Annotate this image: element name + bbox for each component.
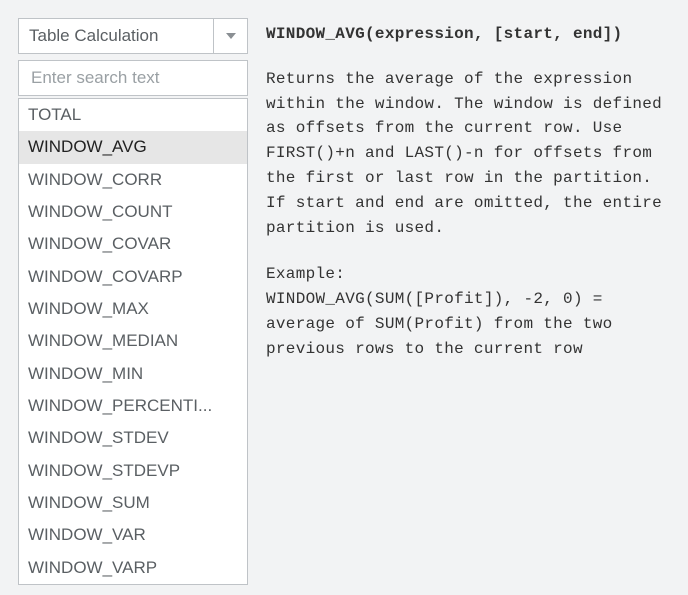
search-input[interactable] xyxy=(29,67,237,89)
function-description: Returns the average of the expression wi… xyxy=(266,67,670,241)
function-item[interactable]: WINDOW_MEDIAN xyxy=(19,325,247,357)
category-dropdown-label: Table Calculation xyxy=(19,19,213,53)
function-item[interactable]: WINDOW_PERCENTI... xyxy=(19,390,247,422)
search-field-container xyxy=(18,60,248,96)
function-example: Example: WINDOW_AVG(SUM([Profit]), -2, 0… xyxy=(266,262,670,361)
function-item[interactable]: WINDOW_STDEVP xyxy=(19,455,247,487)
function-item[interactable]: WINDOW_MAX xyxy=(19,293,247,325)
function-listbox[interactable]: TOTALWINDOW_AVGWINDOW_CORRWINDOW_COUNTWI… xyxy=(18,98,248,585)
function-item[interactable]: TOTAL xyxy=(19,99,247,131)
example-label: Example: xyxy=(266,265,345,283)
function-item[interactable]: WINDOW_VAR xyxy=(19,519,247,551)
function-item[interactable]: WINDOW_SUM xyxy=(19,487,247,519)
function-item[interactable]: WINDOW_MIN xyxy=(19,358,247,390)
chevron-down-icon xyxy=(226,33,236,39)
function-item[interactable]: WINDOW_CORR xyxy=(19,164,247,196)
function-signature: WINDOW_AVG(expression, [start, end]) xyxy=(266,22,670,47)
function-item[interactable]: WINDOW_STDEV xyxy=(19,422,247,454)
function-item[interactable]: WINDOW_VARP xyxy=(19,552,247,584)
example-body: WINDOW_AVG(SUM([Profit]), -2, 0) = avera… xyxy=(266,290,622,358)
function-item[interactable]: WINDOW_COVARP xyxy=(19,261,247,293)
function-item[interactable]: WINDOW_AVG xyxy=(19,131,247,163)
function-item[interactable]: WINDOW_COUNT xyxy=(19,196,247,228)
function-item[interactable]: WINDOW_COVAR xyxy=(19,228,247,260)
doc-panel: WINDOW_AVG(expression, [start, end]) Ret… xyxy=(266,18,670,362)
category-dropdown[interactable]: Table Calculation xyxy=(18,18,248,54)
category-dropdown-trigger[interactable] xyxy=(213,19,247,53)
